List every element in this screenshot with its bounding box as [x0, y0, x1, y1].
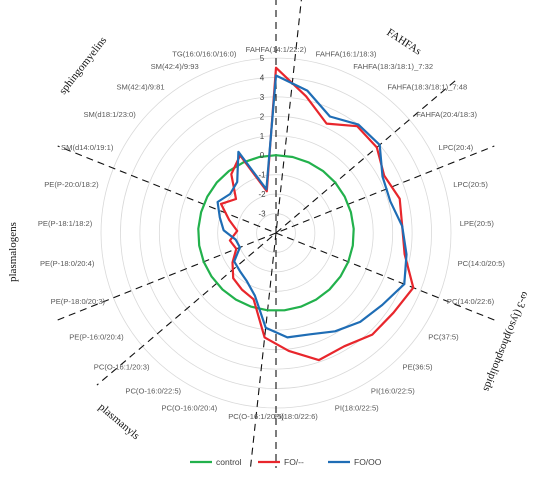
- group-label-plasmalogens: plasmalogens: [7, 222, 19, 282]
- axis-label: SM(42:4)/9:81: [116, 83, 164, 92]
- axis-label: PC(14:0/20:5): [458, 259, 506, 268]
- series-lines: [197, 66, 415, 362]
- tick-label: 0: [260, 151, 265, 160]
- axis-label: PI(18:0/22:5): [335, 403, 379, 412]
- tick-label: 1: [260, 132, 265, 141]
- radial-ticks: 5 4 3 2 1 0 -1 -2 -3: [258, 54, 266, 219]
- tick-label: -2: [258, 190, 266, 199]
- axis-label: FAHFA(18:3/18:1)_7:48: [387, 83, 467, 92]
- series-line-fo-oo: [216, 74, 408, 339]
- axis-label: LPC(20:5): [453, 180, 488, 189]
- axis-label: PE(P-18:0/20:3): [51, 297, 106, 306]
- axis-label: SM(42:4)/9:93: [151, 62, 199, 71]
- axis-label: PC(O-16:1/20:5): [228, 412, 284, 421]
- axis-label: FAHFA(20:4/18:3): [416, 110, 477, 119]
- axis-label: SM(d18:1/23:0): [83, 110, 136, 119]
- legend-label: control: [216, 457, 242, 467]
- axis-label: PE(P-18:0/20:4): [40, 259, 95, 268]
- axis-label: PE(P-20:0/18:2): [44, 180, 99, 189]
- axis-label: PE(P-16:0/20:4): [69, 332, 124, 341]
- axis-label: FAHFA(14:1/22:2): [246, 45, 307, 54]
- axis-label: PC(O-16:0/20:4): [161, 403, 217, 412]
- axis-label: PI(16:0/22:5): [371, 387, 415, 396]
- tick-label: 3: [260, 93, 265, 102]
- group-divider-line: [57, 145, 495, 321]
- axis-label: PI(18:0/22:6): [274, 412, 318, 421]
- axis-label: PE(36:5): [403, 363, 433, 372]
- legend-label: FO/OO: [354, 457, 382, 467]
- tick-label: 2: [260, 112, 265, 121]
- axis-labels: FAHFA(14:1/22:2) FAHFA(16:1/18:3) FAHFA(18…: [38, 45, 505, 421]
- group-label-plasmanyls: plasmanyls: [96, 401, 142, 442]
- axis-label: PC(O-16:1/20:3): [94, 363, 150, 372]
- axis-label: PC(14:0/22:6): [447, 297, 495, 306]
- legend-label: FO/--: [284, 457, 304, 467]
- group-label-sphingomyelins: sphingomyelins: [57, 35, 109, 97]
- axis-label: PC(O-16:0/22:5): [125, 387, 181, 396]
- legend: control FO/-- FO/OO: [190, 457, 382, 467]
- axis-label: TG(16:0/16:0/16:0): [172, 49, 237, 58]
- series-line-fo-: [219, 66, 415, 362]
- axis-label: SM(d14:0/19:1): [61, 143, 114, 152]
- tick-label: -1: [258, 171, 266, 180]
- tick-label: 5: [260, 54, 265, 63]
- tick-label: 4: [260, 73, 265, 82]
- group-label-fahfas: FAHFAs: [384, 26, 423, 57]
- axis-label: PC(37:5): [428, 332, 459, 341]
- axis-label: FAHFA(18:3/18:1)_7:32: [353, 62, 433, 71]
- axis-label: LPC(20:4): [439, 143, 474, 152]
- axis-label: FAHFA(16:1/18:3): [316, 49, 377, 58]
- axis-label: LPE(20:5): [460, 219, 495, 228]
- tick-label: -3: [258, 210, 266, 219]
- series-line-control: [197, 154, 355, 312]
- axis-label: PE(P-18:1/18:2): [38, 219, 93, 228]
